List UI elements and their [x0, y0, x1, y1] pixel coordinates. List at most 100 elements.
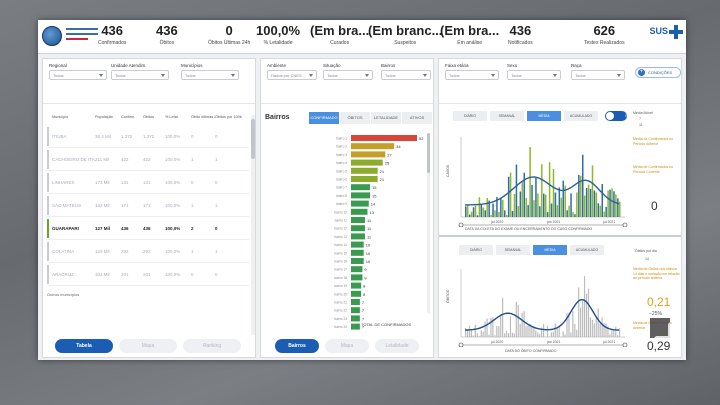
filter-value[interactable]: Todos [571, 70, 625, 80]
bar[interactable] [351, 167, 378, 174]
kpi-value: 436 [156, 23, 178, 38]
segment-button[interactable]: ACUMULADO [570, 245, 604, 255]
bairros-scrollbar[interactable] [427, 133, 430, 313]
bar[interactable] [351, 208, 368, 215]
bar[interactable] [351, 266, 363, 273]
daily-bar [490, 317, 492, 337]
bar[interactable] [351, 192, 371, 199]
slider-handle-end[interactable] [622, 222, 628, 227]
segment-button[interactable]: DIÁRIO [459, 245, 493, 255]
bar[interactable] [351, 315, 360, 322]
filter-dropdown[interactable]: Ambiente Dados por CNES [267, 63, 317, 80]
bar[interactable] [351, 151, 386, 158]
filter-dropdown[interactable]: Raça Todos [571, 63, 625, 80]
nav-tab[interactable]: Ranking [183, 339, 241, 353]
filter-value[interactable]: Dados por CNES [267, 70, 317, 80]
slider-handle-start[interactable] [458, 342, 464, 347]
segment-button[interactable]: ATIVOS [402, 112, 432, 124]
daily-bar [605, 323, 607, 337]
filter-dropdown[interactable]: Situação Todos [323, 63, 373, 80]
table-row[interactable]: LINHARES 173 Mil 131 131 100,0% 0 0 [47, 171, 249, 194]
column-header[interactable]: Óbitos [143, 115, 154, 119]
table-cell: CACHOEIRO DE ITAP. [52, 156, 95, 162]
add-condicoes-button[interactable]: + CONDIÇÕES [635, 67, 681, 78]
bar[interactable] [351, 323, 360, 330]
bar[interactable] [351, 233, 365, 240]
geral-toggle[interactable] [605, 111, 627, 121]
table-row[interactable]: SÃO MATEUS 132 Mil 171 171 100,0% 1 1 [47, 194, 249, 217]
filter-dropdown[interactable]: Sexo Todos [507, 63, 561, 80]
bar[interactable] [351, 184, 371, 191]
segment-button[interactable]: SEMANAL [496, 245, 530, 255]
filter-value[interactable]: Todos [445, 70, 499, 80]
segment-button[interactable]: CONFIRMADO [309, 112, 339, 124]
media-confirmados-value: 0 [651, 199, 658, 213]
daily-bar [554, 192, 557, 217]
nav-tab[interactable]: Mapa [119, 339, 177, 353]
filter-value[interactable]: Todos [181, 70, 239, 80]
filter-dropdown[interactable]: Regional Todos [49, 63, 107, 80]
bairros-title: Bairros [265, 114, 290, 121]
filter-value[interactable]: Todos [49, 70, 107, 80]
filter-dropdown[interactable]: Faixa etária Todos [445, 63, 499, 80]
column-header[interactable]: Óbitos por 100k [215, 115, 242, 119]
bar[interactable] [351, 176, 378, 182]
filter-dropdown[interactable]: Bairros Todos [381, 63, 431, 80]
bar[interactable] [351, 143, 395, 150]
segment-button[interactable]: MÉDIA [527, 111, 561, 121]
dashboard-frame: 436 Confirmados 436 Óbitos 0 Óbitos Últimas 2… [38, 20, 686, 360]
expand-icon[interactable] [650, 318, 670, 338]
filter-value[interactable]: Todos [323, 70, 373, 80]
bar[interactable] [351, 274, 363, 281]
filter-value[interactable]: Todos [111, 70, 169, 80]
filter-dropdown[interactable]: Unidade Atendim. Todos [111, 63, 169, 80]
filter-dropdown[interactable]: Municípios Todos [181, 63, 239, 80]
filter-value[interactable]: Todos [507, 70, 561, 80]
column-header[interactable]: Confirm. [121, 115, 136, 119]
municipios-panel: Regional Todos Unidade Atendim. Todos Municí… [42, 58, 256, 358]
column-header[interactable]: % Letal. [165, 115, 179, 119]
table-row[interactable]: GUARAPARI 127 Mil 436 436 100,0% 2 0 [47, 217, 249, 240]
segment-button[interactable]: LETALIDADE [371, 112, 401, 124]
slider-handle-end[interactable] [622, 342, 628, 347]
table-scrollbar[interactable] [251, 115, 255, 335]
table-row[interactable]: ARACRUZ 103 Mil 201 201 100,0% 0 0 [47, 263, 249, 286]
table-row[interactable]: ITIÚBA 36,4 Mil 1.272 1.272 100,0% 0 0 [47, 125, 249, 148]
nav-tab[interactable]: Letalidade [375, 339, 419, 353]
daily-bar [580, 175, 582, 217]
bar[interactable] [351, 159, 383, 166]
segment-button[interactable]: MÉDIA [533, 245, 567, 255]
bar[interactable] [351, 307, 360, 314]
segment-button[interactable]: ÓBITOS [340, 112, 370, 124]
bar[interactable] [351, 135, 417, 141]
nav-tab[interactable]: Tabela [55, 339, 113, 353]
bar[interactable] [351, 200, 369, 207]
bar[interactable] [351, 241, 364, 248]
daily-bar [490, 215, 492, 217]
segment-button[interactable]: ACUMULADO [564, 111, 598, 121]
slider-handle-start[interactable] [458, 222, 464, 227]
nav-tab[interactable]: Bairros [275, 339, 319, 353]
column-header[interactable]: Município [52, 115, 69, 119]
bar[interactable] [351, 225, 365, 232]
table-row[interactable]: CACHOEIRO DE ITAP. 211 Mil 422 422 100,0% 1 1 [47, 148, 249, 171]
bar[interactable] [351, 290, 362, 297]
daily-bar [617, 335, 619, 337]
bar[interactable] [351, 282, 362, 289]
kpi-value: 436 [101, 23, 124, 38]
kpi-label: % Letalidade [263, 40, 293, 46]
bar[interactable] [351, 258, 364, 264]
segment-button[interactable]: SEMANAL [490, 111, 524, 121]
nav-tab[interactable]: Mapa [325, 339, 369, 353]
bar[interactable] [351, 249, 364, 256]
filter-value[interactable]: Todos [381, 70, 431, 80]
table-row[interactable]: COLATINA 123 Mil 292 292 100,0% 1 1 [47, 240, 249, 263]
daily-bar [505, 214, 508, 217]
obitos-line-chart: jul 2020 jan 2021 jul 2021 ÓBITOS [445, 269, 628, 347]
bar[interactable] [351, 299, 360, 305]
segment-button[interactable]: DIÁRIO [453, 111, 487, 121]
column-header[interactable]: População [95, 115, 113, 119]
daily-bar [472, 207, 475, 217]
bar[interactable] [351, 217, 365, 223]
column-header[interactable]: Óbito últimas 24h [191, 115, 215, 119]
